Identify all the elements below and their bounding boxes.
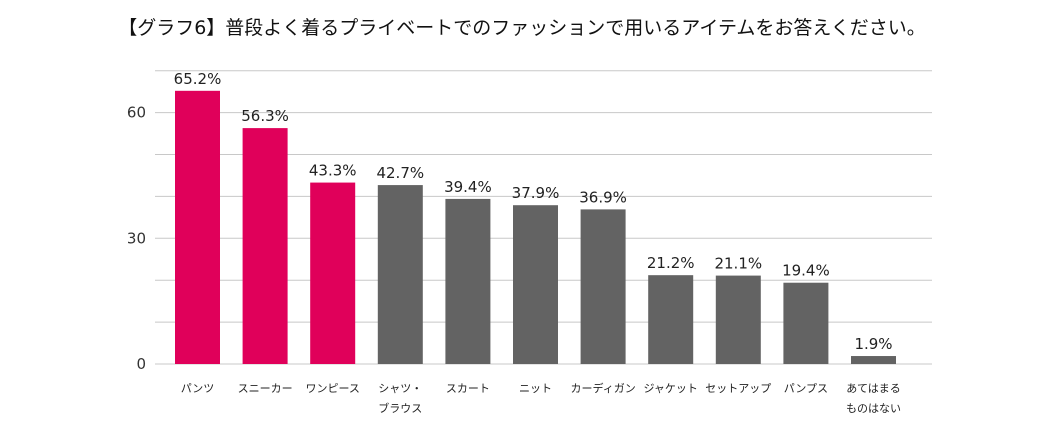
bar [377, 185, 423, 364]
value-label: 56.3% [241, 107, 289, 125]
bar [715, 275, 761, 364]
category-label: スニーカー [238, 382, 293, 395]
category-label: スカート [446, 382, 490, 395]
chart-title: 【グラフ6】普段よく着るプライベートでのファッションで用いるアイテムをお答えくだ… [118, 17, 926, 39]
value-label: 21.2% [647, 254, 695, 272]
bar [445, 198, 491, 364]
category-label: カーディガン [570, 381, 635, 395]
y-axis-ticks: 0 30 60 [127, 104, 146, 373]
category-label: ニット [519, 382, 552, 395]
value-label: 39.4% [444, 178, 492, 196]
category-label: ジャケット [643, 382, 697, 395]
y-tick-label: 60 [127, 104, 146, 122]
value-label: 36.9% [579, 188, 627, 206]
bar [783, 282, 829, 364]
value-label: 19.4% [782, 262, 830, 280]
category-label: セットアップ [705, 382, 771, 395]
value-labels: 65.2% 56.3% 43.3% 42.7% 39.4% 37.9% 36.9% 21.2%… [174, 70, 893, 353]
bar [513, 205, 558, 364]
value-label: 37.9% [512, 184, 560, 202]
bar [242, 128, 288, 364]
category-label: パンツ [181, 382, 215, 395]
category-label: シャツ・ [378, 382, 422, 395]
value-label: 42.7% [376, 164, 424, 182]
category-label: ものはない [846, 402, 901, 415]
bar [851, 356, 896, 364]
bar [310, 182, 356, 364]
category-label: ブラウス [378, 401, 422, 415]
bars [175, 90, 896, 364]
category-label: あてはまる [846, 382, 901, 395]
y-tick-label: 0 [136, 355, 146, 373]
bar [175, 90, 220, 364]
value-label: 43.3% [309, 162, 357, 180]
category-label: ワンピース [305, 382, 359, 395]
value-label: 65.2% [174, 70, 222, 88]
value-label: 21.1% [714, 255, 762, 273]
bar [648, 275, 694, 364]
y-tick-label: 30 [127, 229, 146, 247]
category-labels: パンツ スニーカー ワンピース シャツ・ブラウス スカート ニット カーディガン ジャケットセ… [181, 381, 901, 415]
category-label: パンプス [784, 382, 828, 395]
bar [580, 209, 626, 364]
value-label: 1.9% [854, 335, 892, 353]
